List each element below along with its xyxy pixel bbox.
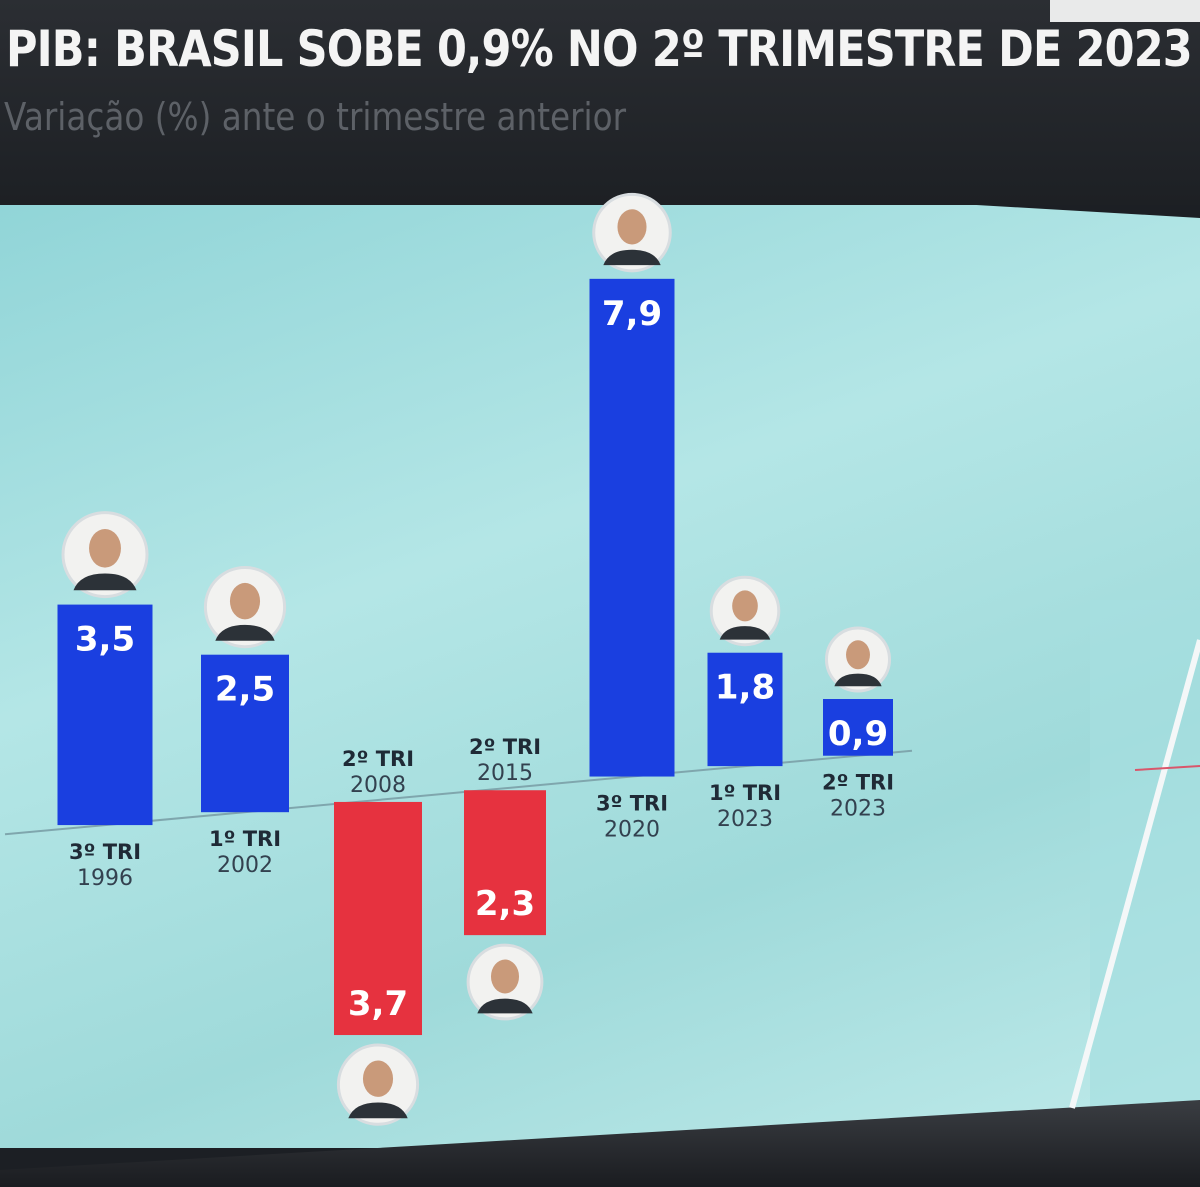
category-year-label: 2023	[830, 797, 886, 822]
bar-value-label: 0,9	[828, 714, 888, 754]
bar-value-label: 3,5	[75, 620, 135, 660]
president-portrait-icon	[592, 192, 672, 273]
studio-light	[1050, 0, 1200, 22]
bar-1TRI-2023	[707, 652, 783, 767]
category-quarter-label: 1º TRI	[709, 781, 781, 805]
category-quarter-label: 3º TRI	[69, 840, 141, 864]
president-portrait-icon	[709, 575, 781, 647]
bar-2TRI-2015	[464, 790, 546, 936]
president-portrait-icon	[203, 565, 287, 649]
category-year-label: 2008	[350, 773, 406, 798]
category-year-label: 2023	[717, 807, 773, 832]
background-panel	[1090, 600, 1200, 1160]
light-beam	[1069, 639, 1200, 1109]
president-portrait-icon	[825, 626, 891, 693]
accent-line	[1134, 765, 1200, 771]
bar-1TRI-2002	[201, 654, 289, 813]
president-portrait-icon	[336, 1043, 420, 1126]
bar-value-label: 3,7	[348, 984, 408, 1024]
bar-2TRI-2023	[823, 699, 893, 756]
president-portrait-icon	[61, 511, 149, 599]
category-year-label: 2002	[217, 853, 273, 878]
president-portrait-icon	[466, 943, 544, 1021]
chart-subtitle: Variação (%) ante o trimestre anterior	[4, 95, 627, 139]
category-quarter-label: 1º TRI	[209, 827, 281, 851]
category-quarter-label: 2º TRI	[469, 735, 541, 759]
bar-2TRI-2008	[334, 801, 422, 1036]
category-year-label: 2015	[477, 761, 533, 786]
bar-value-label: 1,8	[715, 668, 775, 708]
bar-value-label: 7,9	[602, 294, 662, 334]
header-bar: PIB: BRASIL SOBE 0,9% NO 2º TRIMESTRE DE…	[0, 0, 1200, 205]
category-quarter-label: 2º TRI	[342, 747, 414, 771]
category-quarter-label: 2º TRI	[822, 771, 894, 795]
bar-value-label: 2,3	[475, 884, 535, 924]
category-quarter-label: 3º TRI	[596, 792, 668, 816]
category-year-label: 2020	[604, 818, 660, 843]
chart-title: PIB: BRASIL SOBE 0,9% NO 2º TRIMESTRE DE…	[6, 20, 1193, 78]
bar-value-label: 2,5	[215, 670, 275, 710]
bar-3TRI-2020	[589, 278, 675, 777]
category-year-label: 1996	[77, 866, 133, 891]
bar-3TRI-1996	[57, 604, 153, 826]
